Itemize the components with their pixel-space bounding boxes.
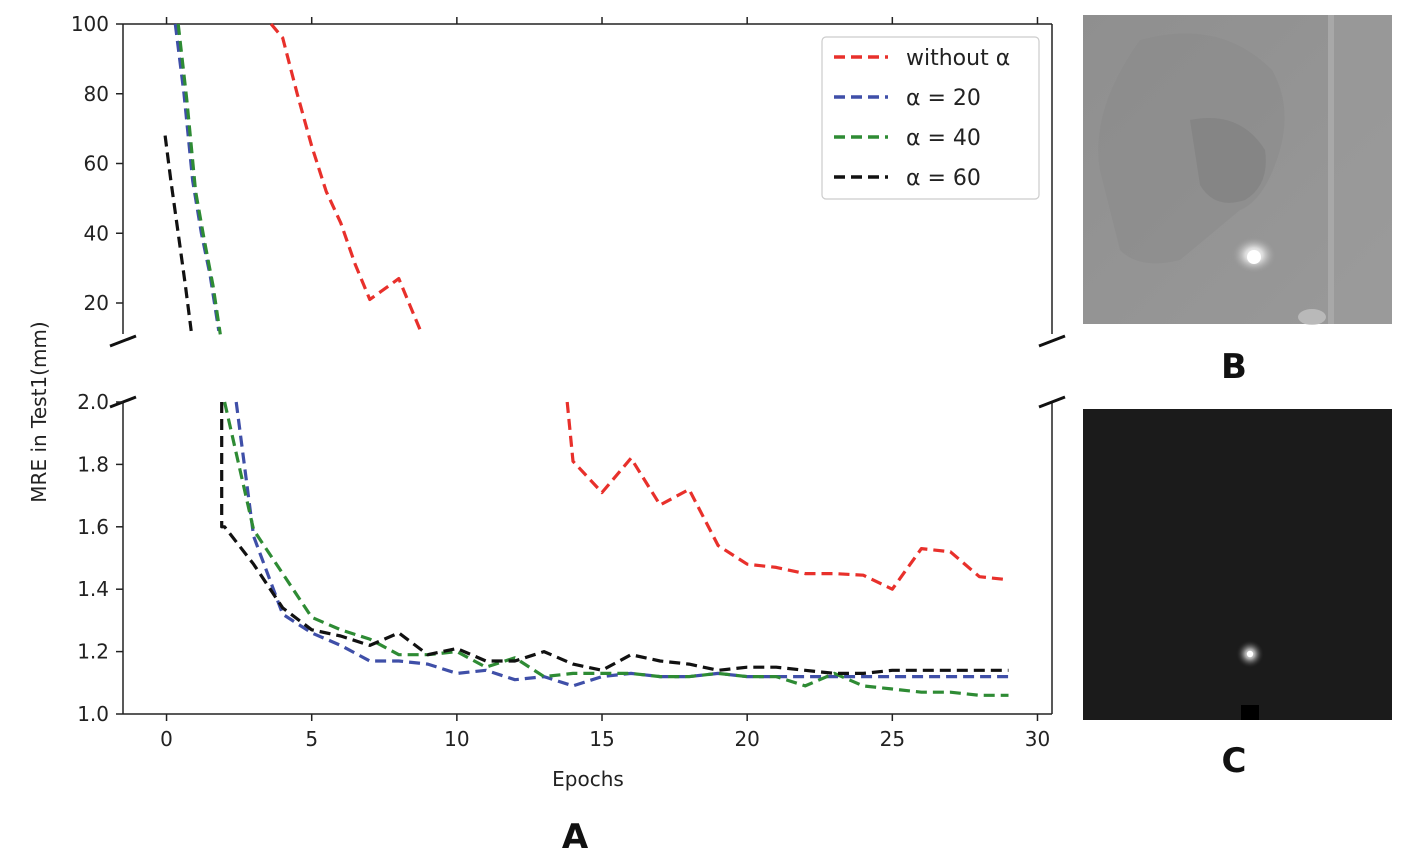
x-ticks: 0 5 10 15 20 25 30: [160, 714, 1050, 751]
x-tick-label: 5: [305, 727, 318, 751]
panel-label-a: A: [562, 817, 589, 857]
lower-y-tick-label: 1.2: [77, 640, 109, 664]
upper-x-ticks: [165, 17, 1039, 24]
x-axis-title: Epochs: [552, 767, 624, 791]
x-tick-label: 0: [160, 727, 173, 751]
series-line-upper-0: [269, 22, 424, 336]
legend: without α α = 20 α = 40 α = 60: [821, 36, 1040, 200]
lower-y-tick-label: 1.6: [77, 515, 109, 539]
series-line-lower-1: [234, 401, 1009, 688]
upper-y-ticks: 20 40 60 80 100: [71, 12, 123, 315]
panel-b-vertical-band: [1328, 15, 1334, 324]
lower-y-tick-label: 2.0: [77, 390, 109, 414]
break-mark-right-lower: [1038, 395, 1066, 409]
x-tick-label: 25: [880, 727, 905, 751]
legend-label: without α: [906, 46, 1010, 71]
lower-y-tick-label: 1.4: [77, 577, 109, 601]
upper-y-tick-label: 20: [84, 291, 109, 315]
y-axis-title: MRE in Test1(mm): [27, 321, 51, 502]
panel-c-bright-spot: [1246, 650, 1254, 658]
series-line-lower-0: [565, 401, 1009, 591]
image-panel-b: B: [1083, 15, 1392, 387]
lower-y-tick-label: 1.0: [77, 702, 109, 726]
lower-y-tick-label: 1.8: [77, 452, 109, 476]
series-line-upper-2: [176, 23, 222, 335]
image-panel-c: C: [1083, 409, 1392, 781]
x-tick-label: 30: [1025, 727, 1050, 751]
break-mark-left-upper: [109, 334, 137, 348]
panel-c-black-square: [1241, 705, 1259, 720]
upper-y-tick-label: 80: [84, 82, 109, 106]
upper-y-tick-label: 60: [84, 152, 109, 176]
panel-b-face-shading: [1190, 118, 1266, 203]
x-tick-label: 20: [734, 727, 759, 751]
legend-box: [821, 36, 1040, 200]
series-line-lower-3: [220, 402, 1009, 676]
lower-y-ticks: 1.0 1.2 1.4 1.6 1.8 2.0: [77, 390, 123, 726]
panel-label-b: B: [1221, 347, 1247, 387]
upper-y-tick-label: 40: [84, 221, 109, 245]
x-tick-label: 15: [589, 727, 614, 751]
x-tick-label: 10: [444, 727, 469, 751]
series-lines: [163, 22, 1009, 697]
legend-label: α = 40: [906, 126, 981, 151]
upper-y-tick-label: 100: [71, 12, 109, 36]
break-mark-right-upper: [1038, 334, 1066, 348]
panel-b-bottom-blob: [1298, 309, 1326, 325]
legend-label: α = 60: [906, 166, 981, 191]
legend-label: α = 20: [906, 86, 981, 111]
panel-label-c: C: [1222, 741, 1247, 781]
panel-b-spot-core: [1247, 250, 1261, 264]
panel-c-image-background: [1083, 409, 1392, 720]
series-line-lower-2: [223, 401, 1009, 697]
panel-b-skull-outline: [1098, 33, 1285, 264]
series-line-upper-3: [163, 135, 193, 332]
panel-b-right-region: [1334, 15, 1392, 324]
